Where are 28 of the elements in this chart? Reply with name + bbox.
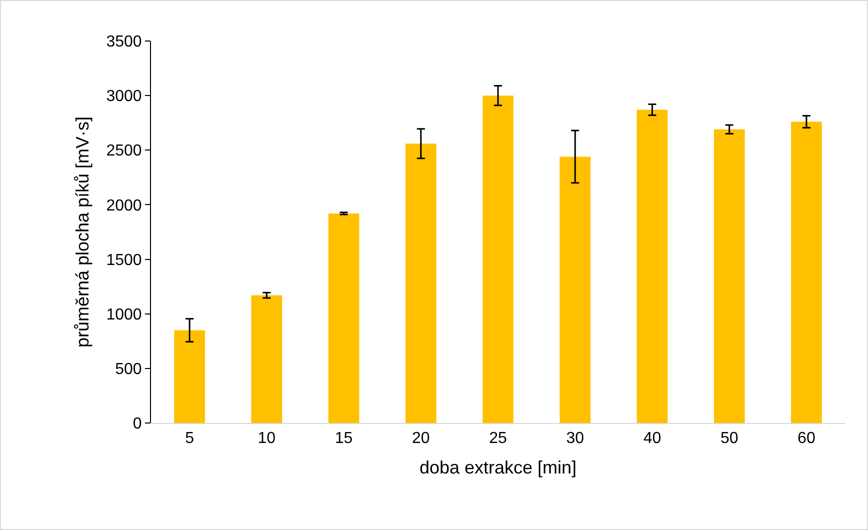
bar bbox=[560, 156, 591, 423]
bar bbox=[482, 96, 514, 423]
x-tick-label: 50 bbox=[720, 430, 738, 448]
x-tick-label: 15 bbox=[334, 430, 353, 448]
x-tick-label: 5 bbox=[185, 430, 194, 448]
bar bbox=[791, 122, 822, 423]
y-tick-label: 1500 bbox=[106, 252, 142, 269]
x-tick-label: 10 bbox=[258, 430, 276, 448]
y-tick-label: 2500 bbox=[106, 142, 142, 160]
x-tick-label: 30 bbox=[566, 430, 584, 448]
y-tick-label: 1000 bbox=[106, 306, 142, 324]
bar bbox=[328, 213, 360, 423]
bar bbox=[714, 129, 745, 423]
bar bbox=[636, 110, 668, 423]
x-tick-label: 25 bbox=[489, 430, 507, 448]
y-tick-label: 2000 bbox=[106, 197, 142, 214]
bar bbox=[405, 144, 436, 423]
y-tick-label: 3500 bbox=[106, 34, 142, 51]
x-tick-label: 60 bbox=[798, 430, 816, 448]
bar bbox=[251, 295, 282, 423]
y-tick-label: 0 bbox=[132, 416, 142, 433]
x-tick-label: 20 bbox=[412, 430, 430, 448]
x-tick-label: 40 bbox=[643, 430, 662, 448]
y-tick-label: 3000 bbox=[106, 88, 142, 106]
y-tick-label: 500 bbox=[115, 361, 142, 378]
y-axis-title: průměrná plocha píků [mV·s] bbox=[72, 116, 92, 348]
x-axis-title: doba extrakce [min] bbox=[419, 457, 577, 478]
bar bbox=[174, 330, 205, 423]
